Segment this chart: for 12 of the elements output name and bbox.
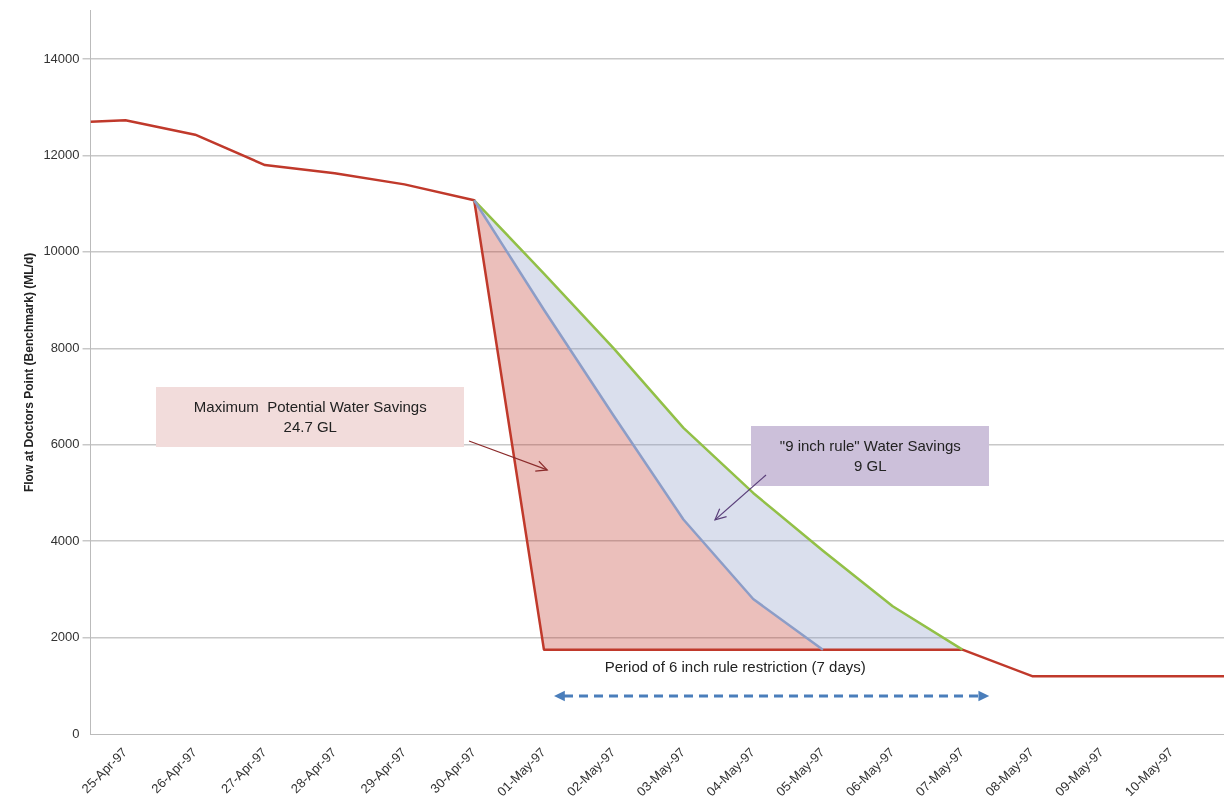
y-tick-label: 4000 bbox=[50, 532, 80, 548]
y-tick-label: 12000 bbox=[43, 147, 80, 163]
annotation: Period of 6 inch rule restriction (7 days) bbox=[603, 656, 867, 677]
y-tick-label: 6000 bbox=[50, 436, 80, 452]
y-tick-label: 2000 bbox=[50, 629, 80, 645]
callout-box: "9 inch rule" Water Savings 9 GL bbox=[751, 425, 990, 486]
y-tick-label: 0 bbox=[72, 725, 80, 741]
y-axis-title: Flow at Doctors Point (Benchmark) (ML/d) bbox=[21, 252, 36, 493]
y-tick-label: 8000 bbox=[50, 339, 80, 355]
callout-box: Maximum Potential Water Savings 24.7 GL bbox=[156, 386, 465, 447]
y-tick-label: 14000 bbox=[43, 50, 80, 66]
y-tick-label: 10000 bbox=[43, 243, 80, 259]
